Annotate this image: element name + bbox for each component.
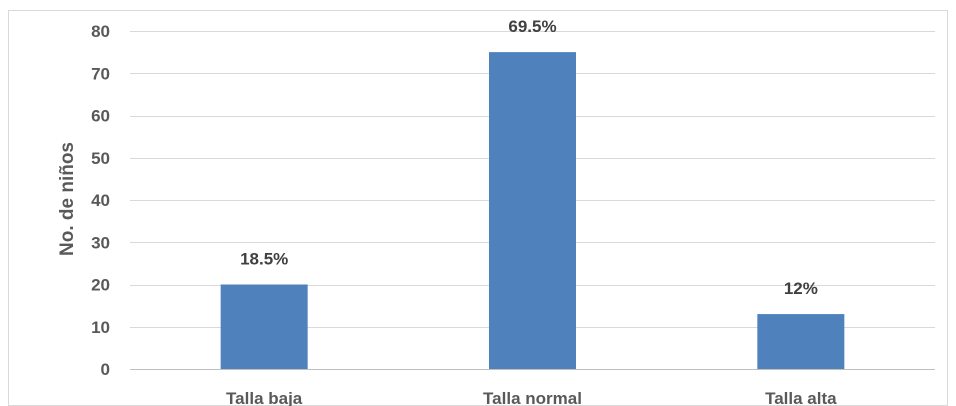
x-category-label: Talla alta — [765, 389, 837, 406]
y-tick-label: 40 — [91, 191, 110, 210]
bar — [489, 52, 576, 369]
data-labels: 18.5% 69.5% 12% — [240, 17, 818, 298]
y-tick-label: 10 — [91, 318, 110, 337]
bars — [220, 52, 845, 369]
bar — [220, 284, 308, 369]
data-label: 69.5% — [508, 17, 556, 36]
y-tick-label: 50 — [91, 149, 110, 168]
y-tick-label: 80 — [91, 22, 110, 41]
y-tick-label: 30 — [91, 233, 110, 252]
bar — [757, 314, 845, 369]
y-axis-title: No. de niños — [57, 142, 78, 256]
y-tick-label: 20 — [91, 276, 110, 295]
y-tick-label: 0 — [101, 360, 110, 379]
x-category-label: Talla normal — [483, 389, 582, 406]
data-label: 12% — [784, 279, 818, 298]
x-category-label: Talla baja — [226, 389, 303, 406]
data-label: 18.5% — [240, 250, 288, 269]
y-axis-ticks: 0 10 20 30 40 50 60 70 80 — [91, 22, 110, 379]
x-axis-categories: Talla baja Talla normal Talla alta — [226, 389, 837, 406]
y-tick-label: 70 — [91, 64, 110, 83]
y-tick-label: 60 — [91, 107, 110, 126]
